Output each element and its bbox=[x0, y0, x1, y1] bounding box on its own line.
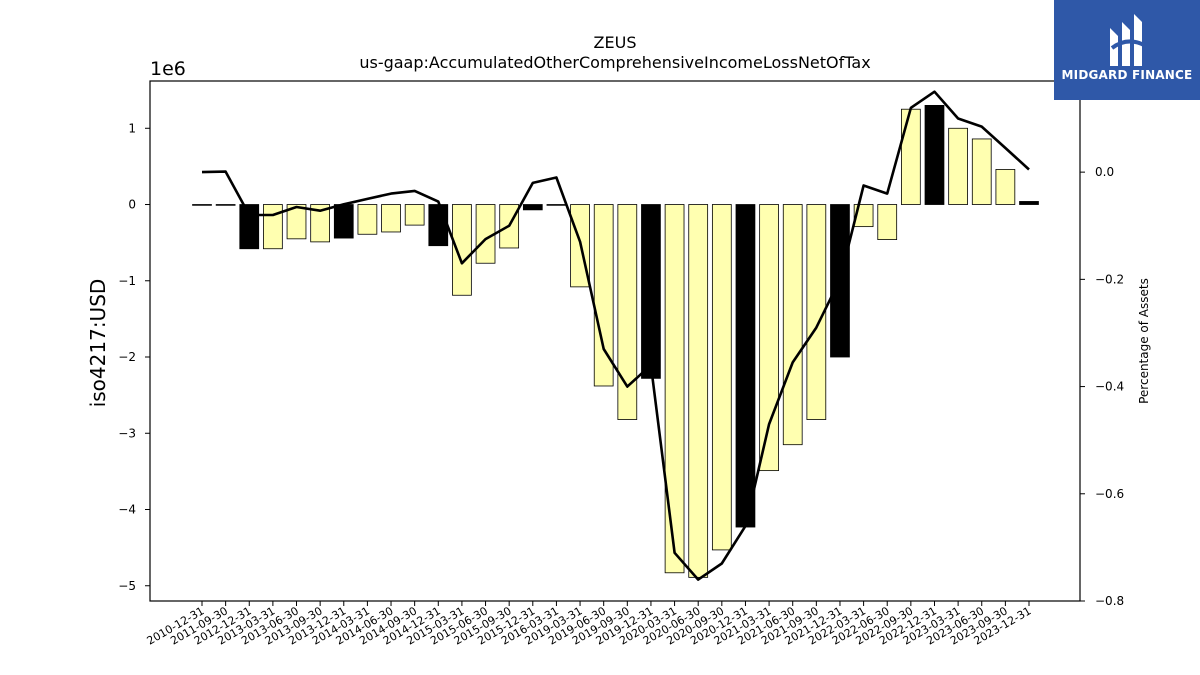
y-axis-label: iso4217:USD bbox=[86, 279, 110, 408]
bar-2014-09-30 bbox=[404, 204, 425, 226]
bar-2023-06-30 bbox=[971, 138, 992, 205]
bar-2022-03-31 bbox=[853, 204, 874, 228]
y2-axis-label: Percentage of Assets bbox=[1137, 278, 1151, 404]
y-tick-label: −3 bbox=[118, 426, 136, 440]
bar-2012-12-31 bbox=[239, 204, 260, 250]
y-tick-label: −4 bbox=[118, 503, 136, 517]
y2-tick-label: −0.2 bbox=[1095, 272, 1124, 286]
bar-2023-03-31 bbox=[948, 127, 968, 205]
bar-2022-09-30 bbox=[901, 108, 921, 205]
midgard-logo-icon bbox=[1110, 14, 1147, 66]
bars-layer bbox=[192, 104, 1039, 578]
axes-layer: 10−1−2−3−4−50.0−0.2−0.4−0.6−0.82010-12-3… bbox=[118, 80, 1124, 648]
bar-2013-06-30 bbox=[286, 204, 307, 240]
bar-2021-09-30 bbox=[806, 204, 827, 420]
bar-2021-06-30 bbox=[782, 204, 803, 446]
brand-logo: MIDGARD FINANCE bbox=[1054, 0, 1200, 100]
bar-2010-12-31 bbox=[192, 204, 212, 206]
y2-tick-label: 0.0 bbox=[1095, 165, 1114, 179]
bar-2021-03-31 bbox=[759, 204, 779, 472]
bar-2014-06-30 bbox=[381, 204, 401, 233]
bar-2015-03-31 bbox=[452, 204, 472, 296]
bar-2015-12-31 bbox=[522, 204, 543, 211]
chart-subtitle: us-gaap:AccumulatedOtherComprehensiveInc… bbox=[359, 53, 870, 72]
bar-2014-03-31 bbox=[357, 204, 378, 235]
chart-title: ZEUS bbox=[594, 33, 637, 52]
percentage-of-assets-line bbox=[201, 90, 1030, 581]
bar-2020-03-31 bbox=[664, 204, 685, 574]
bar-2020-09-30 bbox=[711, 204, 732, 551]
bar-2016-03-31 bbox=[546, 204, 567, 206]
y2-tick-label: −0.6 bbox=[1095, 487, 1124, 501]
y-tick-label: 1 bbox=[128, 121, 136, 135]
y-tick-label: 0 bbox=[128, 198, 136, 212]
bar-2023-09-30 bbox=[995, 169, 1016, 205]
bar-2023-12-31 bbox=[1019, 201, 1039, 205]
y2-tick-label: −0.4 bbox=[1095, 380, 1124, 394]
bar-2019-09-30 bbox=[617, 204, 638, 420]
bar-2022-12-31 bbox=[924, 104, 945, 205]
plot-frame bbox=[149, 80, 1081, 602]
bar-2013-09-30 bbox=[310, 204, 330, 243]
line-layer bbox=[201, 90, 1030, 581]
bar-2020-12-31 bbox=[735, 204, 756, 528]
bar-2013-12-31 bbox=[333, 204, 354, 239]
bar-2014-12-31 bbox=[428, 204, 449, 247]
bar-2019-12-31 bbox=[641, 204, 661, 379]
bar-2020-06-30 bbox=[688, 204, 709, 578]
bar-2011-09-30 bbox=[215, 204, 236, 206]
logo-text: MIDGARD FINANCE bbox=[1061, 68, 1193, 82]
bar-2019-06-30 bbox=[593, 204, 614, 387]
y-axis-offset-label: 1e6 bbox=[150, 58, 186, 80]
bar-2013-03-31 bbox=[263, 204, 283, 250]
y-tick-label: −2 bbox=[118, 350, 136, 364]
y2-tick-label: −0.8 bbox=[1095, 594, 1124, 608]
bar-2022-06-30 bbox=[877, 204, 898, 240]
y-tick-label: −5 bbox=[118, 579, 136, 593]
y-tick-label: −1 bbox=[118, 274, 136, 288]
